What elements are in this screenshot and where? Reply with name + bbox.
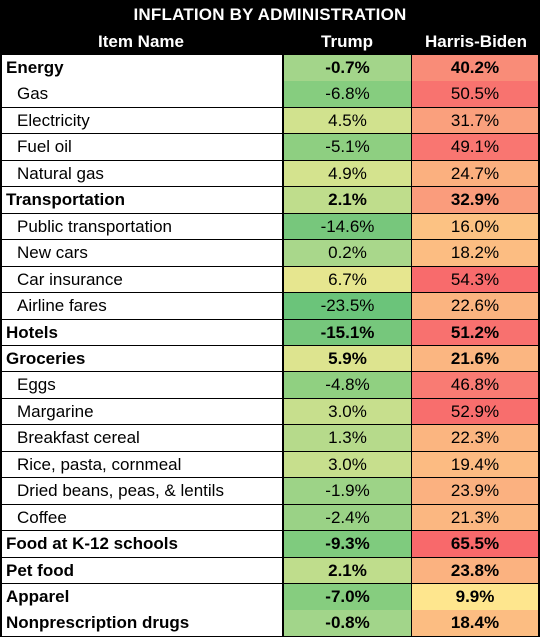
trump-value-cell: 4.5% bbox=[284, 107, 411, 134]
harris-biden-value-cell: 54.3% bbox=[412, 266, 538, 293]
harris-biden-value-cell: 9.9% bbox=[412, 584, 538, 610]
item-name-cell: Public transportation bbox=[2, 213, 282, 240]
table-row: Car insurance 6.7% 54.3% bbox=[0, 266, 540, 293]
trump-value-cell: -0.8% bbox=[284, 610, 411, 636]
trump-value-cell: -14.6% bbox=[284, 213, 411, 240]
harris-biden-value-cell: 49.1% bbox=[412, 134, 538, 160]
item-name-cell: Pet food bbox=[2, 557, 282, 584]
trump-value-cell: -1.9% bbox=[284, 478, 411, 504]
column-header-item-name: Item Name bbox=[98, 32, 184, 51]
item-name-cell: Dried beans, peas, & lentils bbox=[2, 478, 282, 504]
table-row: Gas -6.8% 50.5% bbox=[0, 81, 540, 107]
harris-biden-value-cell: 52.9% bbox=[412, 398, 538, 425]
item-name-cell: Energy bbox=[2, 55, 282, 81]
table-row: Eggs -4.8% 46.8% bbox=[0, 372, 540, 398]
table-row: Public transportation -14.6% 16.0% bbox=[0, 213, 540, 240]
column-header-row: Item Name Trump Harris-Biden bbox=[0, 29, 540, 55]
table-body: Energy -0.7% 40.2% Gas -6.8% 50.5% Electricity… bbox=[0, 55, 540, 637]
trump-value-cell: 3.0% bbox=[284, 398, 411, 425]
category-row: Transportation 2.1% 32.9% bbox=[0, 187, 540, 213]
trump-value-cell: -6.8% bbox=[284, 81, 411, 107]
item-name-cell: Airline fares bbox=[2, 293, 282, 319]
item-name-cell: Transportation bbox=[2, 187, 282, 213]
item-name-cell: Electricity bbox=[2, 107, 282, 134]
category-row: Nonprescription drugs -0.8% 18.4% bbox=[0, 610, 540, 636]
trump-value-cell: 6.7% bbox=[284, 266, 411, 293]
table-row: Dried beans, peas, & lentils -1.9% 23.9% bbox=[0, 478, 540, 504]
item-name-cell: Eggs bbox=[2, 372, 282, 398]
item-name-cell: Margarine bbox=[2, 398, 282, 425]
table-row: Airline fares -23.5% 22.6% bbox=[0, 293, 540, 319]
harris-biden-value-cell: 23.9% bbox=[412, 478, 538, 504]
harris-biden-value-cell: 19.4% bbox=[412, 451, 538, 478]
column-header-harris-biden: Harris-Biden bbox=[424, 32, 528, 51]
harris-biden-value-cell: 21.6% bbox=[412, 345, 538, 372]
harris-biden-value-cell: 21.3% bbox=[412, 504, 538, 531]
trump-value-cell: -23.5% bbox=[284, 293, 411, 319]
item-name-cell: Gas bbox=[2, 81, 282, 107]
item-name-cell: Coffee bbox=[2, 504, 282, 531]
harris-biden-value-cell: 22.6% bbox=[412, 293, 538, 319]
item-name-cell: Car insurance bbox=[2, 266, 282, 293]
item-name-cell: Fuel oil bbox=[2, 134, 282, 160]
table-row: Margarine 3.0% 52.9% bbox=[0, 398, 540, 425]
trump-value-cell: -0.7% bbox=[284, 55, 411, 81]
harris-biden-value-cell: 51.2% bbox=[412, 319, 538, 345]
trump-value-cell: 2.1% bbox=[284, 187, 411, 213]
item-name-cell: Hotels bbox=[2, 319, 282, 345]
item-name-cell: Apparel bbox=[2, 584, 282, 610]
trump-value-cell: 0.2% bbox=[284, 240, 411, 266]
harris-biden-value-cell: 31.7% bbox=[412, 107, 538, 134]
column-header-trump: Trump bbox=[321, 32, 373, 51]
harris-biden-value-cell: 16.0% bbox=[412, 213, 538, 240]
item-name-cell: Food at K-12 schools bbox=[2, 531, 282, 557]
harris-biden-value-cell: 65.5% bbox=[412, 531, 538, 557]
harris-biden-value-cell: 22.3% bbox=[412, 425, 538, 451]
harris-biden-value-cell: 24.7% bbox=[412, 160, 538, 187]
trump-value-cell: -15.1% bbox=[284, 319, 411, 345]
table-row: Fuel oil -5.1% 49.1% bbox=[0, 134, 540, 160]
item-name-cell: New cars bbox=[2, 240, 282, 266]
trump-value-cell: 1.3% bbox=[284, 425, 411, 451]
category-row: Energy -0.7% 40.2% bbox=[0, 55, 540, 81]
item-name-cell: Rice, pasta, cornmeal bbox=[2, 451, 282, 478]
table-row: Electricity 4.5% 31.7% bbox=[0, 107, 540, 134]
harris-biden-value-cell: 50.5% bbox=[412, 81, 538, 107]
item-name-cell: Breakfast cereal bbox=[2, 425, 282, 451]
category-row: Groceries 5.9% 21.6% bbox=[0, 345, 540, 372]
table-row: Coffee -2.4% 21.3% bbox=[0, 504, 540, 531]
trump-value-cell: -2.4% bbox=[284, 504, 411, 531]
table-row: New cars 0.2% 18.2% bbox=[0, 240, 540, 266]
trump-value-cell: -7.0% bbox=[284, 584, 411, 610]
trump-value-cell: -4.8% bbox=[284, 372, 411, 398]
harris-biden-value-cell: 18.2% bbox=[412, 240, 538, 266]
category-row: Hotels -15.1% 51.2% bbox=[0, 319, 540, 345]
trump-value-cell: 4.9% bbox=[284, 160, 411, 187]
harris-biden-value-cell: 18.4% bbox=[412, 610, 538, 636]
category-row: Apparel -7.0% 9.9% bbox=[0, 584, 540, 610]
trump-value-cell: -9.3% bbox=[284, 531, 411, 557]
category-row: Pet food 2.1% 23.8% bbox=[0, 557, 540, 584]
trump-value-cell: 3.0% bbox=[284, 451, 411, 478]
trump-value-cell: -5.1% bbox=[284, 134, 411, 160]
item-name-cell: Nonprescription drugs bbox=[2, 610, 282, 636]
table-row: Natural gas 4.9% 24.7% bbox=[0, 160, 540, 187]
trump-value-cell: 5.9% bbox=[284, 345, 411, 372]
table-title: INFLATION BY ADMINISTRATION bbox=[133, 5, 407, 24]
trump-value-cell: 2.1% bbox=[284, 557, 411, 584]
category-row: Food at K-12 schools -9.3% 65.5% bbox=[0, 531, 540, 557]
harris-biden-value-cell: 23.8% bbox=[412, 557, 538, 584]
item-name-cell: Natural gas bbox=[2, 160, 282, 187]
harris-biden-value-cell: 46.8% bbox=[412, 372, 538, 398]
table-row: Breakfast cereal 1.3% 22.3% bbox=[0, 425, 540, 451]
harris-biden-value-cell: 32.9% bbox=[412, 187, 538, 213]
item-name-cell: Groceries bbox=[2, 345, 282, 372]
harris-biden-value-cell: 40.2% bbox=[412, 55, 538, 81]
table-row: Rice, pasta, cornmeal 3.0% 19.4% bbox=[0, 451, 540, 478]
